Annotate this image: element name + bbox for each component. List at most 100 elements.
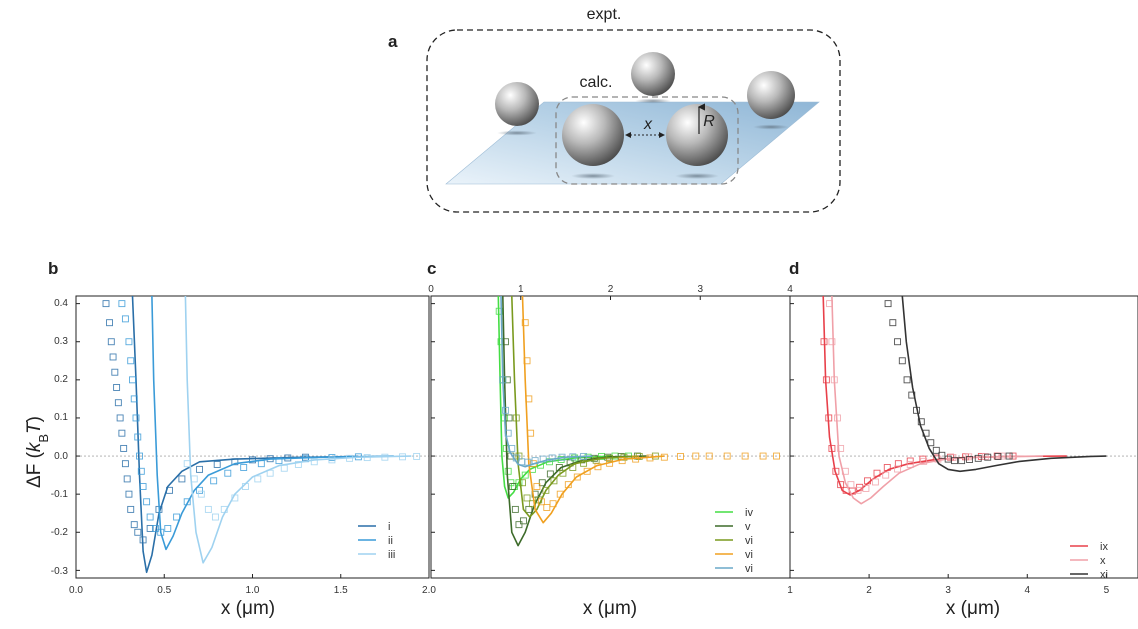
data-point-marker xyxy=(871,478,879,486)
y-tick-label: -0.1 xyxy=(51,489,69,500)
legend-label: i xyxy=(388,521,390,533)
data-point-marker xyxy=(533,483,541,490)
data-point-marker xyxy=(134,433,142,441)
data-point-marker xyxy=(146,513,154,521)
x-tick-label: 3 xyxy=(697,284,703,295)
data-point-marker xyxy=(151,525,159,532)
plot-frame xyxy=(430,295,791,579)
data-point-marker xyxy=(328,456,336,464)
data-point-marker xyxy=(677,452,684,460)
y-tick-label: 0.4 xyxy=(54,298,68,309)
data-point-marker xyxy=(894,338,902,346)
data-point-marker xyxy=(509,483,517,490)
data-point-marker xyxy=(102,300,110,308)
data-point-marker xyxy=(917,418,925,426)
legend-label: v xyxy=(745,521,751,533)
data-point-marker xyxy=(692,452,700,460)
data-point-marker xyxy=(894,465,902,473)
data-point-marker xyxy=(213,460,221,468)
expt-label: expt. xyxy=(587,6,622,23)
y-tick-label: 0.2 xyxy=(54,374,68,385)
data-point-marker xyxy=(310,458,318,466)
data-point-marker xyxy=(515,521,523,529)
x-tick-label: 4 xyxy=(787,284,793,295)
data-point-marker xyxy=(932,446,940,454)
data-point-marker xyxy=(543,504,551,511)
data-point-marker xyxy=(1005,452,1013,460)
x-tick-label: 1.5 xyxy=(334,585,348,596)
panel-letter-a: a xyxy=(388,32,398,51)
data-point-marker xyxy=(190,475,198,483)
x-axis-title-d: x (μm) xyxy=(946,598,1000,619)
colloid-sphere xyxy=(562,104,624,166)
data-point-marker xyxy=(118,300,126,308)
data-point-marker xyxy=(741,452,749,460)
data-point-marker xyxy=(280,464,288,472)
series-line xyxy=(521,296,665,524)
data-point-marker xyxy=(527,429,535,437)
data-point-marker xyxy=(511,505,519,513)
data-point-marker xyxy=(519,517,527,525)
data-point-marker xyxy=(132,414,140,422)
x-axis-title-b: x (μm) xyxy=(221,598,275,619)
data-point-marker xyxy=(114,399,122,407)
y-tick-label: -0.3 xyxy=(51,566,69,577)
legend-label: ii xyxy=(388,535,393,547)
colloid-sphere xyxy=(495,82,539,126)
data-point-marker xyxy=(254,475,262,483)
y-tick-label: -0.2 xyxy=(51,527,69,538)
data-point-marker xyxy=(889,319,897,327)
y-axis-title-suffix: ) xyxy=(24,416,45,422)
data-point-marker xyxy=(224,469,232,477)
colloid-sphere xyxy=(631,52,675,96)
series-line xyxy=(497,296,611,499)
data-point-marker xyxy=(178,475,186,483)
data-point-marker xyxy=(525,505,533,513)
data-point-marker xyxy=(294,460,302,468)
y-tick-labels: 0.4 0.3 0.2 0.1 0.0 -0.1 -0.2 -0.3 xyxy=(51,298,69,577)
data-point-marker xyxy=(847,481,855,489)
data-point-marker xyxy=(903,376,911,384)
legend-label: ix xyxy=(1100,541,1108,553)
chart-panel-d: 1 2 3 4 5 ix x xi xyxy=(787,295,1138,596)
series-line xyxy=(151,296,394,551)
data-point-marker xyxy=(505,414,513,422)
series-line xyxy=(502,296,647,547)
data-point-marker xyxy=(705,452,713,460)
data-point-marker xyxy=(502,406,509,414)
data-point-marker xyxy=(240,464,248,471)
data-point-marker xyxy=(504,467,512,475)
data-point-marker xyxy=(984,453,992,461)
legend-label: iii xyxy=(388,549,395,561)
data-point-marker xyxy=(183,460,191,468)
data-point-marker xyxy=(139,483,147,490)
data-point-marker xyxy=(113,384,121,391)
y-tick-label: 0.0 xyxy=(54,451,68,462)
data-point-marker xyxy=(121,460,129,468)
data-point-marker xyxy=(958,457,966,465)
y-tick-label: 0.1 xyxy=(54,412,68,423)
sphere-shadow xyxy=(675,173,719,179)
y-axis-title-prefix: ΔF ( xyxy=(24,451,45,488)
panel-letter-c: c xyxy=(427,259,436,278)
data-point-marker xyxy=(884,300,892,308)
y-tick-label: 0.3 xyxy=(54,336,68,347)
data-point-marker xyxy=(539,455,547,463)
data-point-marker xyxy=(111,368,119,376)
data-point-marker xyxy=(164,525,172,532)
data-point-marker xyxy=(127,357,135,365)
sphere-shadow xyxy=(497,130,537,136)
series-line xyxy=(822,296,1067,496)
data-point-marker xyxy=(537,498,545,506)
data-point-marker xyxy=(854,486,862,494)
plot-area xyxy=(102,296,421,574)
x-tick-label: 4 xyxy=(1024,585,1030,596)
panel-letter-d: d xyxy=(789,259,799,278)
data-point-marker xyxy=(966,456,973,463)
x-tick-label: 0.0 xyxy=(69,585,83,596)
data-point-marker xyxy=(204,505,212,513)
data-point-marker xyxy=(249,456,256,464)
x-tick-label: 2 xyxy=(866,585,872,596)
